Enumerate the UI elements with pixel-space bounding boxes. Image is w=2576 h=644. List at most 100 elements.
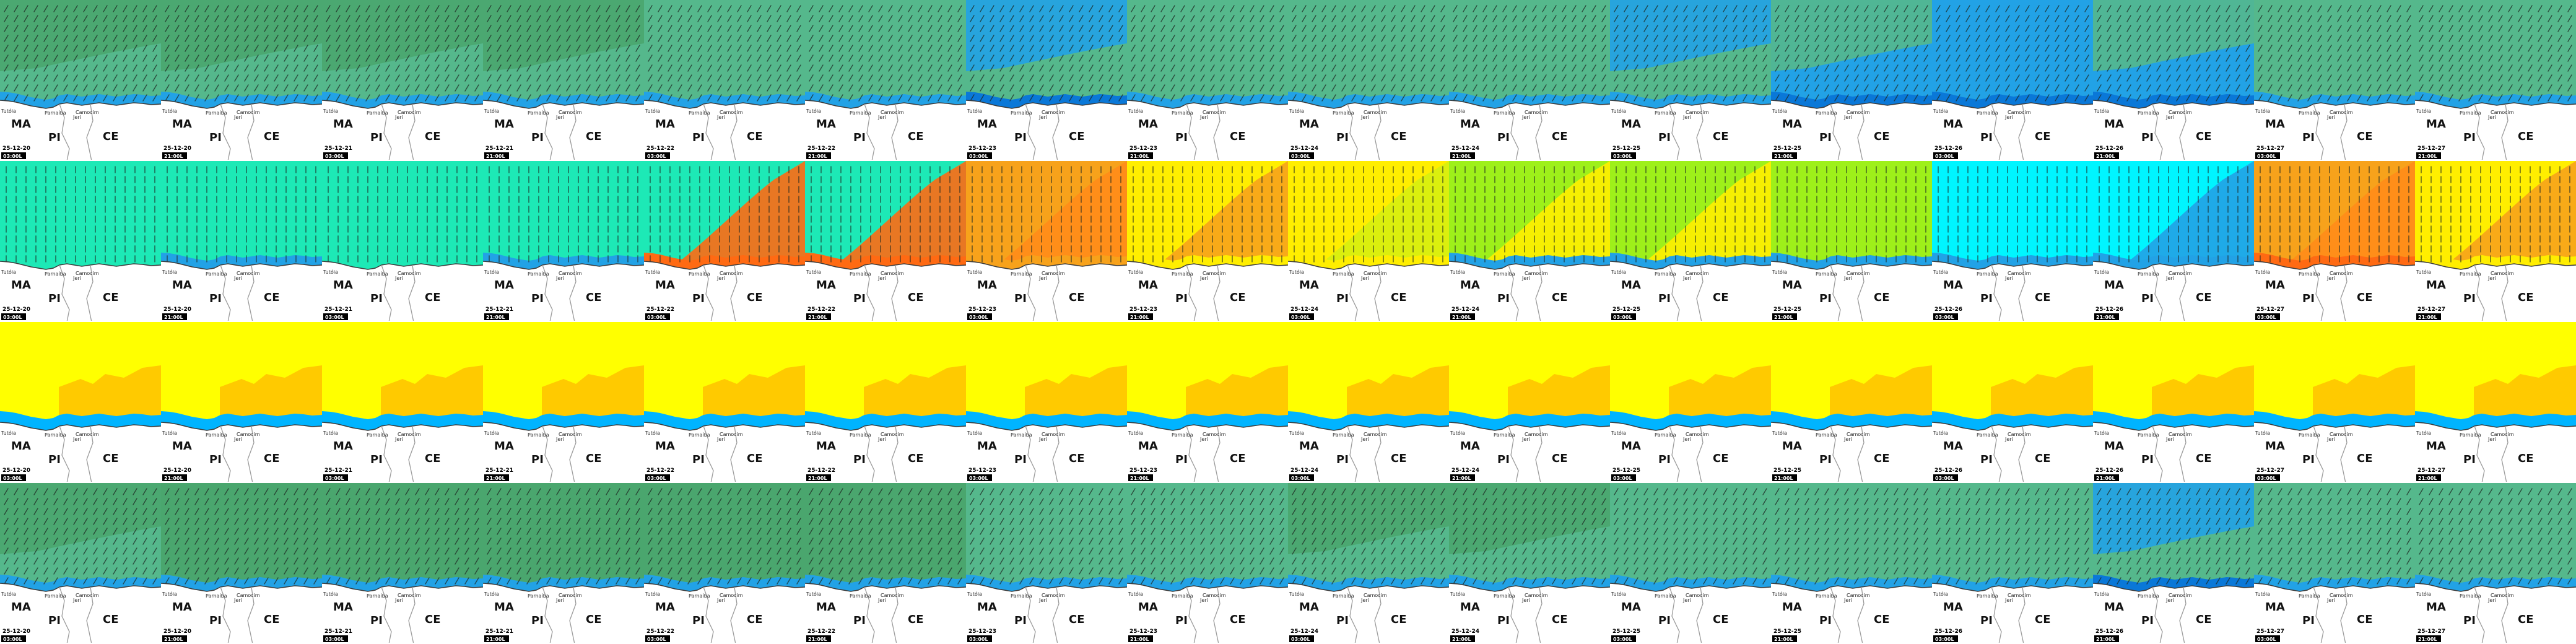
city-label: Parnaíba [1172, 593, 1193, 599]
state-label: CE [103, 130, 119, 143]
timestamp-time: 03:00L [3, 154, 22, 159]
city-label: Tutóia [1772, 591, 1787, 597]
land-mass [161, 261, 322, 321]
coastal-band [966, 411, 1127, 430]
timestamp-date: 25-12-27 [2417, 307, 2445, 313]
city-label: Camocim [1847, 110, 1870, 115]
city-label: Camocim [237, 110, 260, 115]
city-label: Jeri [1682, 276, 1691, 281]
coastline [1127, 261, 1288, 270]
state-label: PI [531, 614, 544, 627]
coastal-band [805, 411, 966, 430]
timestamp-box [484, 313, 509, 320]
state-label: PI [209, 453, 222, 466]
timestamp-date: 25-12-21 [485, 468, 513, 474]
state-label: CE [425, 452, 441, 465]
timestamp-box [2416, 152, 2441, 159]
city-label: Jeri [1521, 598, 1530, 603]
state-border [569, 586, 577, 643]
land-mass [2254, 583, 2415, 643]
state-border [59, 425, 70, 482]
state-border [1186, 425, 1197, 482]
timestamp-date: 25-12-21 [324, 629, 352, 635]
timestamp-date: 25-12-24 [1451, 146, 1479, 152]
state-label: MA [1460, 440, 1480, 453]
state-label: MA [977, 279, 997, 292]
timestamp-time: 03:00L [1613, 154, 1632, 159]
state-label: MA [977, 601, 997, 614]
state-label: MA [11, 279, 31, 292]
state-border [1830, 103, 1841, 160]
state-border [1347, 264, 1358, 321]
city-label: Jeri [2004, 115, 2013, 120]
city-label: Parnaíba [1655, 110, 1676, 116]
timestamp-date: 25-12-26 [2095, 468, 2123, 474]
city-label: Jeri [72, 598, 81, 603]
